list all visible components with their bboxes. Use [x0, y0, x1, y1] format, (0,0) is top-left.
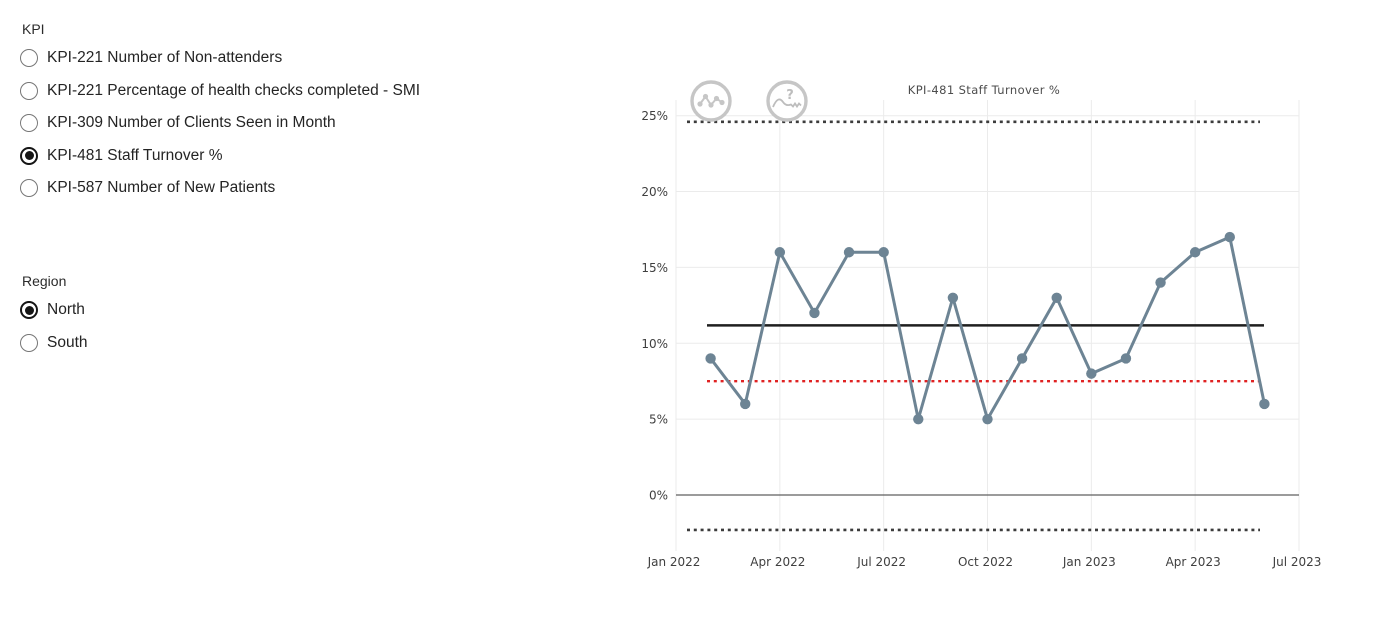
y-axis-tick-label: 15% — [641, 261, 668, 275]
data-point[interactable] — [705, 353, 716, 364]
x-axis-tick-label: Jan 2022 — [647, 555, 701, 569]
radio-option-label: KPI-221 Number of Non-attenders — [47, 49, 283, 66]
radio-option-label: KPI-587 Number of New Patients — [47, 179, 276, 196]
data-point[interactable] — [947, 292, 959, 303]
kpi-filter-panel: KPI KPI-221 Number of Non-attenders KPI-2… — [20, 20, 420, 211]
kpi-radio-option[interactable]: KPI-587 Number of New Patients — [20, 178, 420, 198]
data-point[interactable] — [878, 247, 889, 258]
y-axis-tick-label: 25% — [641, 109, 668, 123]
data-point[interactable] — [740, 398, 751, 410]
kpi-radio-option[interactable]: KPI-481 Staff Turnover % — [20, 146, 420, 166]
radio-unselected-icon — [20, 333, 38, 352]
kpi-radio-list: KPI-221 Number of Non-attenders KPI-221 P… — [20, 48, 420, 198]
x-axis-tick-label: Apr 2022 — [750, 555, 805, 569]
spc-line-chart: ? KPI-481 Staff Turnover % 0% 5% 10% 15% 20% 25… — [641, 80, 1322, 569]
y-axis-tick-label: 20% — [641, 185, 668, 199]
x-axis-tick-label: Jul 2022 — [856, 555, 906, 569]
data-point[interactable] — [1224, 231, 1235, 243]
chart-title: KPI-481 Staff Turnover % — [908, 83, 1060, 97]
kpi-radio-option[interactable]: KPI-221 Percentage of health checks comp… — [20, 81, 420, 101]
data-point[interactable] — [1016, 353, 1028, 364]
radio-unselected-icon — [20, 179, 38, 197]
kpi-radio-option[interactable]: KPI-309 Number of Clients Seen in Month — [20, 113, 420, 133]
radio-unselected-icon — [20, 114, 38, 132]
data-point[interactable] — [843, 247, 855, 258]
data-point[interactable] — [1120, 353, 1132, 364]
data-point[interactable] — [774, 247, 786, 258]
region-filter-panel: Region North South — [20, 272, 88, 365]
kpi-panel-label: KPI — [22, 21, 45, 37]
radio-unselected-icon — [20, 49, 38, 67]
radio-option-label: KPI-309 Number of Clients Seen in Month — [47, 114, 336, 131]
data-point[interactable] — [1051, 292, 1062, 303]
data-point[interactable] — [1086, 368, 1097, 379]
radio-selected-icon — [20, 146, 38, 165]
assurance-question-icon: ? — [766, 80, 808, 122]
question-mark-glyph: ? — [786, 88, 794, 103]
radio-selected-icon — [20, 301, 38, 319]
x-axis-tick-label: Apr 2023 — [1166, 555, 1221, 569]
data-point[interactable] — [913, 413, 924, 425]
y-axis-tick-label: 5% — [649, 413, 668, 427]
variation-icon — [690, 80, 732, 122]
radio-option-label: South — [47, 333, 88, 351]
kpi-radio-option[interactable]: KPI-221 Number of Non-attenders — [20, 48, 420, 68]
data-point[interactable] — [982, 413, 993, 425]
y-axis-tick-label: 10% — [641, 337, 668, 351]
region-panel-label: Region — [22, 273, 67, 289]
x-axis-tick-label: Jul 2023 — [1272, 555, 1322, 569]
region-radio-option[interactable]: South — [20, 333, 88, 353]
x-axis-tick-label: Jan 2023 — [1062, 555, 1116, 569]
x-axis-tick-label: Oct 2022 — [958, 555, 1013, 569]
data-point[interactable] — [1155, 277, 1166, 288]
y-axis-tick-label: 0% — [649, 489, 668, 503]
radio-option-label: KPI-481 Staff Turnover % — [47, 146, 223, 164]
data-point[interactable] — [1259, 398, 1270, 410]
radio-option-label: North — [47, 301, 85, 318]
region-radio-option[interactable]: North — [20, 300, 88, 320]
region-radio-list: North South — [20, 300, 88, 353]
data-point[interactable] — [1189, 247, 1201, 258]
radio-unselected-icon — [20, 81, 38, 100]
data-point[interactable] — [809, 307, 820, 319]
radio-option-label: KPI-221 Percentage of health checks comp… — [47, 81, 421, 99]
